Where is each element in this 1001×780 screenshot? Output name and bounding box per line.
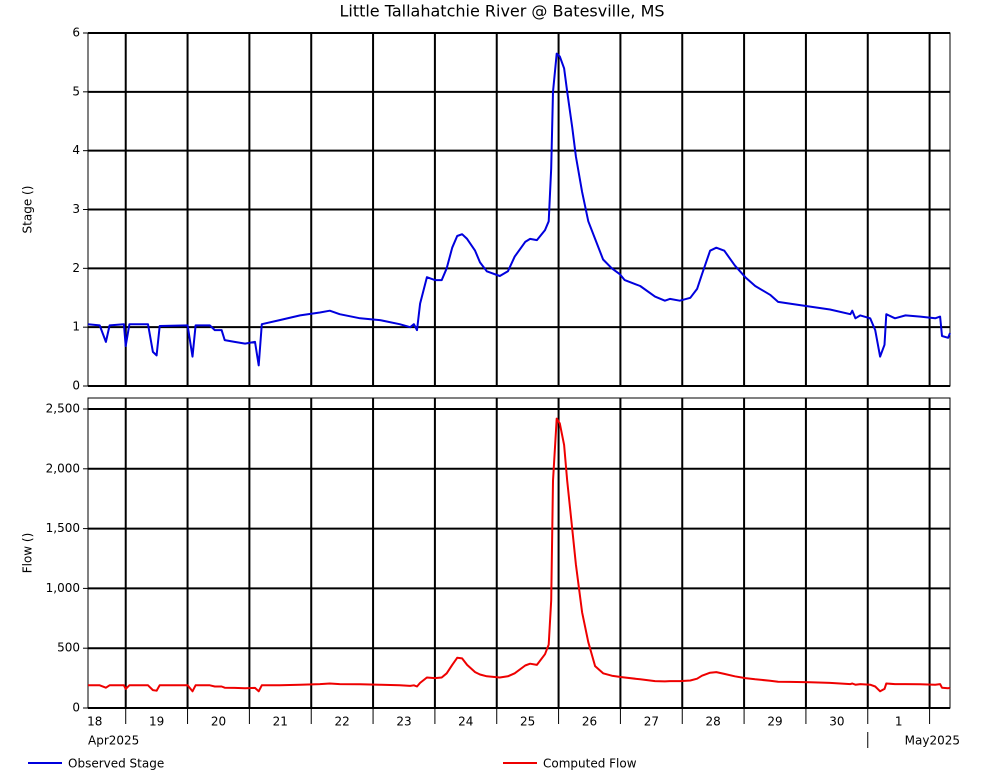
- x-tick-label: 25: [520, 715, 535, 729]
- x-tick-label: 19: [149, 715, 164, 729]
- x-tick-label: 29: [767, 715, 782, 729]
- legend-label: Observed Stage: [68, 757, 164, 771]
- y-tick-label: 6: [72, 26, 80, 40]
- y-tick-label: 2,000: [46, 461, 80, 475]
- x-tick-label: 26: [582, 715, 597, 729]
- chart-title: Little Tallahatchie River @ Batesville, …: [339, 2, 664, 21]
- x-tick-label: 30: [829, 715, 844, 729]
- y-tick-label: 4: [72, 143, 80, 157]
- y-tick-label: 0: [72, 701, 80, 715]
- legend-label: Computed Flow: [543, 757, 637, 771]
- x-tick-label: 20: [211, 715, 226, 729]
- x-tick-label: 22: [335, 715, 350, 729]
- x-tick-label: 1: [895, 715, 903, 729]
- y-tick-label: 1,000: [46, 581, 80, 595]
- x-tick-label: 27: [644, 715, 659, 729]
- x-tick-label: 21: [273, 715, 288, 729]
- month-label: May2025: [905, 734, 960, 748]
- y-tick-label: 2,500: [46, 402, 80, 416]
- x-tick-label: 24: [458, 715, 473, 729]
- y-tick-label: 0: [72, 379, 80, 393]
- data-line: [88, 417, 951, 693]
- x-tick-label: 18: [87, 715, 102, 729]
- y-axis-label: Flow (): [21, 533, 35, 574]
- y-tick-label: 2: [72, 261, 80, 275]
- y-axis-label: Stage (): [21, 186, 35, 234]
- y-tick-label: 3: [72, 202, 80, 216]
- data-line: [87, 52, 951, 367]
- x-tick-label: 23: [396, 715, 411, 729]
- month-label: Apr2025: [88, 734, 139, 748]
- y-tick-label: 1,500: [46, 521, 80, 535]
- y-tick-label: 500: [57, 641, 80, 655]
- x-tick-label: 28: [706, 715, 721, 729]
- y-tick-label: 1: [72, 320, 80, 334]
- y-tick-label: 5: [72, 84, 80, 98]
